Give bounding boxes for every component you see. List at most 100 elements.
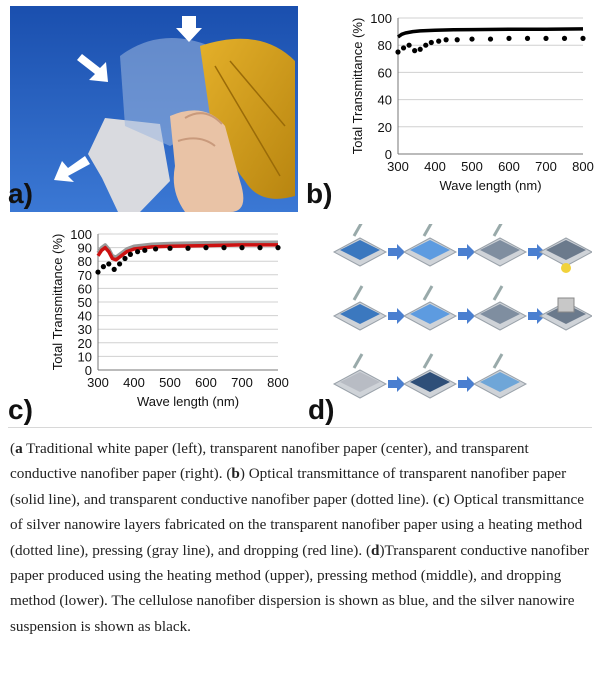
data-point [122,255,128,262]
y-tick-label: 0 [85,363,92,378]
data-point [275,245,281,251]
pipette-icon [352,353,364,369]
data-point [167,245,173,251]
panel-b-label: b) [306,178,333,209]
caption-text-d: )Transparent conductive nanofiber paper … [10,541,589,635]
process-step-plate [472,301,528,331]
process-arrow-icon [458,308,475,324]
y-tick-label: 90 [78,241,92,256]
x-tick-label: 800 [572,159,594,174]
panel-b-chart: 0 20 40 60 80 100 300 400 500 600 700 800 Wave lengt… [318,8,598,219]
series-line-0 [96,240,279,259]
y-axis-label: Total Transmittance (%) [350,18,365,155]
data-point [95,269,101,275]
caption-text-c: ) Optical transmittance of silver nanowi… [10,490,584,559]
data-point [111,266,117,272]
divider [8,427,592,428]
y-tick-label: 40 [378,93,392,108]
process-arrow-icon [458,244,475,260]
panel-a-label: a) [8,178,33,209]
y-axis-label: Total Transmittance (%) [50,234,65,371]
data-point [400,45,407,51]
y-tick-label: 80 [378,38,392,53]
y-tick-label: 80 [78,254,92,269]
y-tick-label: 60 [78,281,92,296]
panel-c-chart: 0 10 20 30 40 50 60 70 80 90 100 300 400 500 600 700 800… [28,224,296,425]
data-point [395,49,401,55]
data-point [428,39,434,46]
x-axis-label: Wave length (nm) [137,394,239,409]
y-tick-label: 10 [78,349,92,364]
heater-icon [561,263,571,273]
y-tick-label: 100 [70,227,92,242]
process-arrow-icon [458,376,475,392]
x-axis-label: Wave length (nm) [439,178,541,193]
x-tick-label: 700 [231,375,253,390]
arrow-icon-left [77,54,108,82]
data-point [239,245,245,251]
x-tick-label: 800 [267,375,289,390]
data-point [454,37,460,43]
pipette-icon [492,353,504,369]
caption-tag-c: c [438,490,445,508]
data-point [436,38,442,44]
data-point [524,35,531,41]
pipette-icon [422,353,434,369]
y-tick-label: 60 [378,65,392,80]
process-step-plate [538,237,594,267]
arrow-icon-top [176,16,202,42]
data-point [153,246,159,252]
caption-tag-d: d [371,541,380,559]
figure-caption: (a Traditional white paper (left), trans… [10,440,589,635]
series-line-0 [396,27,584,39]
pipette-icon [492,285,504,301]
data-point [443,37,449,43]
data-point [142,247,148,253]
x-tick-label: 400 [123,375,145,390]
white-paper [88,118,170,212]
data-point [487,36,494,42]
pipette-icon [422,221,434,237]
x-tick-label: 700 [535,159,557,174]
process-arrow-icon [528,244,545,260]
process-step-plate [332,369,388,399]
data-point [127,251,133,257]
pipette-icon [492,221,504,237]
panel-d-label: d) [308,394,335,425]
process-arrow-icon [388,308,405,324]
y-tick-label: 20 [378,120,392,135]
press-icon [557,297,575,313]
x-tick-label: 400 [424,159,446,174]
data-point [543,35,549,41]
panel-d-schematic [330,221,594,429]
y-tick-label: 20 [78,336,92,351]
y-tick-label: 70 [78,268,92,283]
data-point [257,245,263,251]
data-point [423,42,429,48]
arrow-icon-bottom [54,156,90,182]
data-point [417,46,423,52]
data-point [406,42,412,48]
caption-tag-a: a [15,440,23,457]
conductive-nanofiber-paper-leaf [200,38,295,199]
data-point [506,35,512,41]
process-step-plate [472,369,528,399]
x-tick-label: 600 [195,375,217,390]
process-step-plate [472,237,528,267]
x-tick-label: 300 [87,375,109,390]
process-arrow-icon [528,308,545,324]
process-step-plate [332,237,388,267]
data-point [580,35,586,41]
process-step-plate [402,369,458,399]
pipette-icon [352,221,364,237]
process-step-plate [402,301,458,331]
process-arrow-icon [388,376,405,392]
x-tick-label: 500 [461,159,483,174]
pipette-icon [422,285,434,301]
chart-b-svg: 0 20 40 60 80 100 300 400 500 600 700 800 Wave lengt… [350,11,594,193]
data-point [221,245,227,251]
x-tick-label: 500 [159,375,181,390]
y-tick-label: 0 [385,147,392,162]
data-point [469,36,475,42]
